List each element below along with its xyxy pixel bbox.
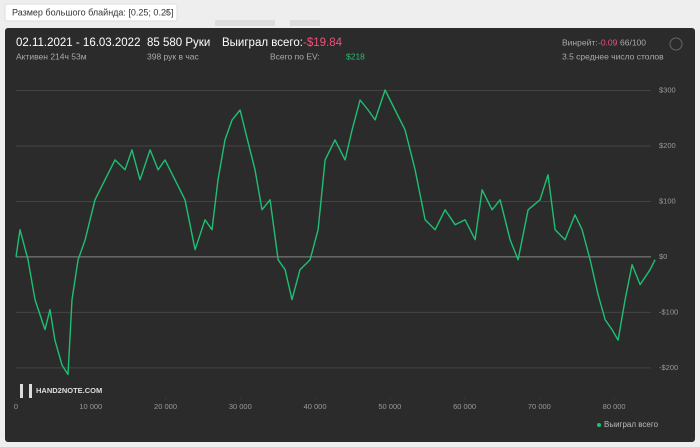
y-tick-label: -$100 bbox=[659, 307, 678, 316]
logo: HAND2NOTE.COM bbox=[36, 386, 102, 395]
logo-mark bbox=[20, 384, 23, 398]
x-tick-label: 40 000 bbox=[304, 402, 327, 411]
legend-label[interactable]: Выиграл всего bbox=[604, 420, 659, 429]
tab bbox=[290, 20, 320, 26]
hands: 85 580 Руки bbox=[147, 37, 210, 49]
winrate-rest: 66/100 bbox=[620, 37, 646, 47]
y-tick-label: -$200 bbox=[659, 363, 678, 372]
ev-value: $218 bbox=[346, 51, 365, 61]
legend-dot bbox=[597, 423, 601, 427]
x-tick-label: 0 bbox=[14, 402, 18, 411]
line-series bbox=[15, 89, 656, 376]
x-tick-label: 50 000 bbox=[378, 402, 401, 411]
x-tick-label: 10 000 bbox=[79, 402, 102, 411]
tables: 3.5 среднее число столов bbox=[562, 51, 664, 61]
filter-close[interactable]: × bbox=[164, 8, 170, 19]
x-tick-label: 70 000 bbox=[528, 402, 551, 411]
logo-mark bbox=[29, 384, 32, 398]
x-tick-label: 30 000 bbox=[229, 402, 252, 411]
winrate-label: Винрейт: bbox=[562, 37, 598, 47]
settings-icon[interactable] bbox=[669, 37, 683, 51]
panel bbox=[5, 28, 695, 442]
winrate-value: -0.09 bbox=[598, 37, 618, 47]
x-tick-label: 60 000 bbox=[453, 402, 476, 411]
y-tick-label: $200 bbox=[659, 141, 676, 150]
won-label: Выиграл всего: bbox=[222, 37, 303, 49]
y-tick-label: $300 bbox=[659, 86, 676, 95]
active: Активен 214ч 53м bbox=[16, 51, 87, 61]
filter-tag[interactable] bbox=[4, 3, 178, 22]
won-value: -$19.84 bbox=[303, 37, 343, 49]
ev-label: Всего по EV: bbox=[270, 51, 320, 61]
y-tick-label: $0 bbox=[659, 252, 667, 261]
hands-per-hour: 398 рук в час bbox=[147, 51, 200, 61]
x-tick-label: 80 000 bbox=[603, 402, 626, 411]
filter-text: Размер большого блайнда: [0.25; 0.25] bbox=[12, 7, 173, 17]
period: 02.11.2021 - 16.03.2022 bbox=[16, 37, 140, 49]
tab bbox=[215, 20, 275, 26]
x-tick-label: 20 000 bbox=[154, 402, 177, 411]
y-tick-label: $100 bbox=[659, 196, 676, 205]
